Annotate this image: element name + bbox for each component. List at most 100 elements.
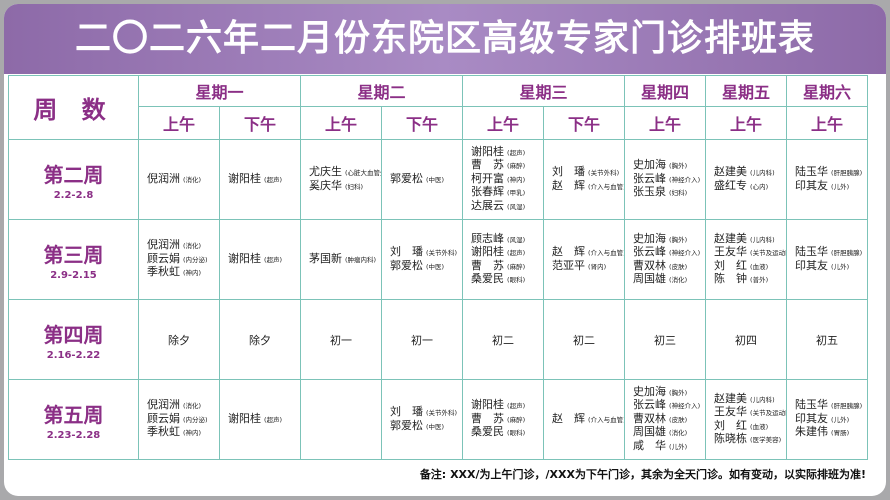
doctor-name: 郭爱松 bbox=[390, 171, 424, 185]
doctor: 顾志峰 (风湿) bbox=[471, 231, 543, 247]
doctor-dept: (胸外) bbox=[669, 235, 688, 244]
doctor-dept: (胸外) bbox=[669, 162, 688, 171]
doctor-cell: 倪润洲 (消化) bbox=[138, 139, 220, 220]
title-bar bbox=[4, 4, 886, 74]
doctor-cell: 郭爱松 (中医) bbox=[381, 139, 464, 220]
doctor: 张玉泉 (妇科) bbox=[633, 186, 705, 200]
doctor: 赵建美 (儿内科) bbox=[714, 392, 786, 407]
doctor: 曹 苏 (麻醉) bbox=[471, 259, 543, 274]
doctor-dept: (风湿) bbox=[507, 202, 526, 211]
doctor: 陆玉华 (肝胆胰腺) bbox=[795, 165, 867, 180]
week-dates: 2.9-2.15 bbox=[50, 269, 97, 281]
week-cell: 第五周 2.23-2.28 bbox=[8, 379, 139, 460]
doctor: 赵 辉 (介入与血管) bbox=[552, 412, 625, 427]
doctor-cell: 刘 璠 (关节外科) 郭爱松 (中医) bbox=[381, 219, 464, 300]
doctor-name: 朱建伟 bbox=[795, 425, 829, 439]
doctor: 季秋虹 (神内) bbox=[147, 266, 219, 280]
doctor: 赵 辉 (介入与血管) bbox=[552, 245, 625, 260]
week-cell: 第三周 2.9-2.15 bbox=[8, 219, 139, 300]
doctor-dept: (超声) bbox=[264, 255, 283, 264]
doctor-name: 曹 苏 bbox=[471, 411, 505, 425]
doctor-name: 季秋虹 bbox=[147, 425, 180, 439]
doctor: 顾云娟 (内分泌) bbox=[147, 412, 219, 427]
doctor: 周国雄 (消化) bbox=[633, 272, 705, 287]
doctor-name: 郭爱松 bbox=[390, 418, 424, 432]
doctor-dept: (超声) bbox=[264, 175, 283, 184]
doctor-cell: 史加海 (胸外) 张云峰 (神经介入) 曹双林 (皮肤) 周国雄 (消化) bbox=[624, 219, 707, 300]
doctor-name: 赵建美 bbox=[714, 165, 748, 178]
doctor: 刘 璠 (关节外科) bbox=[390, 405, 462, 420]
day-header: 星期六 bbox=[786, 75, 869, 107]
doctor-dept: (中医) bbox=[426, 175, 445, 184]
doctor: 张云峰 (神经介入) bbox=[633, 399, 705, 413]
doctor-dept: (消化) bbox=[669, 276, 688, 284]
doctor: 赵 辉 (介入与血管) bbox=[552, 179, 625, 194]
doctor-name: 赵 辉 bbox=[552, 245, 586, 258]
holiday-cell: 除夕 bbox=[218, 299, 302, 380]
doctor-name: 史加海 bbox=[633, 384, 667, 398]
doctor-name: 陈 钟 bbox=[714, 272, 748, 285]
doctor: 谢阳桂 (超声) bbox=[228, 252, 300, 267]
doctor-dept: (关节外科) bbox=[426, 249, 458, 257]
doctor: 谢阳桂 (超声) bbox=[471, 144, 543, 160]
doctor-dept: (中医) bbox=[426, 422, 445, 431]
doctor-name: 张玉泉 bbox=[633, 185, 667, 199]
doctor-dept: (眼科) bbox=[507, 429, 526, 438]
week-label: 第五周 bbox=[43, 402, 104, 427]
doctor-cell: 刘 璠 (关节外科) 赵 辉 (介入与血管) bbox=[543, 139, 626, 220]
doctor-dept: (介入与血管) bbox=[588, 415, 625, 424]
doctor-cell: 赵 辉 (介入与血管) bbox=[543, 379, 626, 460]
doctor: 谢阳桂 (超声) bbox=[228, 172, 300, 187]
holiday-cell: 初四 bbox=[705, 299, 788, 380]
doctor: 王友华(关节及运动医学) bbox=[714, 405, 786, 420]
week-cell: 第二周 2.2-2.8 bbox=[8, 139, 139, 220]
doctor-dept: (麻醉) bbox=[507, 162, 526, 171]
doctor-name: 倪润洲 bbox=[147, 171, 180, 185]
doctor-name: 顾志峰 bbox=[471, 231, 505, 245]
doctor-name: 曹双林 bbox=[633, 411, 667, 425]
doctor-dept: (介入与血管) bbox=[588, 182, 625, 191]
doctor-name: 陆玉华 bbox=[795, 398, 829, 412]
doctor: 刘 红 (血液) bbox=[714, 419, 786, 434]
doctor: 谢阳桂 (超声) bbox=[471, 399, 543, 413]
doctor-name: 谢阳桂 bbox=[471, 144, 505, 158]
session-header: 上午 bbox=[138, 106, 220, 140]
doctor: 张云峰 (神经介入) bbox=[633, 245, 705, 260]
doctor-name: 桑爱民 bbox=[471, 425, 505, 439]
header-row: 周 数星期一 星期二 星期三 星期四 星期五 星期六 bbox=[8, 75, 869, 140]
doctor-dept: (神经介入) bbox=[669, 175, 701, 184]
doctor-dept: (肝胆胰腺) bbox=[831, 169, 863, 177]
doctor: 曹 苏 (麻醉) bbox=[471, 159, 543, 173]
doctor-cell: 史加海 (胸外) 张云峰 (神经介入) 曹双林 (皮肤) 周国雄 (消化) 咸 华 (儿外) bbox=[624, 379, 707, 460]
doctor-name: 尤庆生 bbox=[309, 165, 343, 178]
doctor-name: 曹 苏 bbox=[471, 158, 505, 172]
doctor-dept: (超声) bbox=[264, 415, 283, 424]
doctor-cell: 谢阳桂 (超声) bbox=[218, 379, 302, 460]
week-dates: 2.16-2.22 bbox=[46, 349, 101, 361]
doctor: 史加海 (胸外) bbox=[633, 384, 705, 400]
doctor-name: 茅国新 bbox=[309, 251, 343, 265]
doctor-dept: (肝胆胰腺) bbox=[831, 402, 863, 411]
doctor-cell: 史加海 (胸外) 张云峰 (神经介入) 张玉泉 (妇科) bbox=[624, 139, 707, 220]
doctor: 谢阳桂 (超声) bbox=[228, 412, 300, 427]
doctor-dept: (妇科) bbox=[669, 189, 688, 198]
doctor-name: 陆玉华 bbox=[795, 165, 829, 178]
doctor: 达展云 (风湿) bbox=[471, 199, 543, 214]
doctor-dept: (超声) bbox=[507, 402, 526, 411]
doctor-dept: (介入与血管) bbox=[588, 249, 625, 257]
schedule-table: 周 数星期一 星期二 星期三 星期四 星期五 星期六 上午 下午 上午 下午 上午 下午 上午 上午 上午第… bbox=[8, 75, 869, 460]
doctor-name: 陈晓栋 bbox=[714, 432, 748, 445]
doctor-name: 顾云娟 bbox=[147, 251, 180, 265]
doctor: 陈 钟 (普外) bbox=[714, 272, 786, 287]
doctor-dept: (心内) bbox=[750, 182, 769, 191]
week-label: 第三周 bbox=[43, 242, 104, 267]
doctor: 陆玉华 (肝胆胰腺) bbox=[795, 399, 867, 413]
doctor: 郭爱松 (中医) bbox=[390, 259, 462, 274]
doctor-dept: (关节外科) bbox=[588, 169, 620, 177]
doctor: 柯开富 (神内) bbox=[471, 172, 543, 187]
doctor-cell: 陆玉华 (肝胆胰腺) 印其友 (儿外) bbox=[786, 219, 869, 300]
doctor: 奚庆华 (妇科) bbox=[309, 179, 381, 194]
week-label: 第二周 bbox=[43, 162, 104, 187]
doctor: 刘 红 (血液) bbox=[714, 259, 786, 274]
